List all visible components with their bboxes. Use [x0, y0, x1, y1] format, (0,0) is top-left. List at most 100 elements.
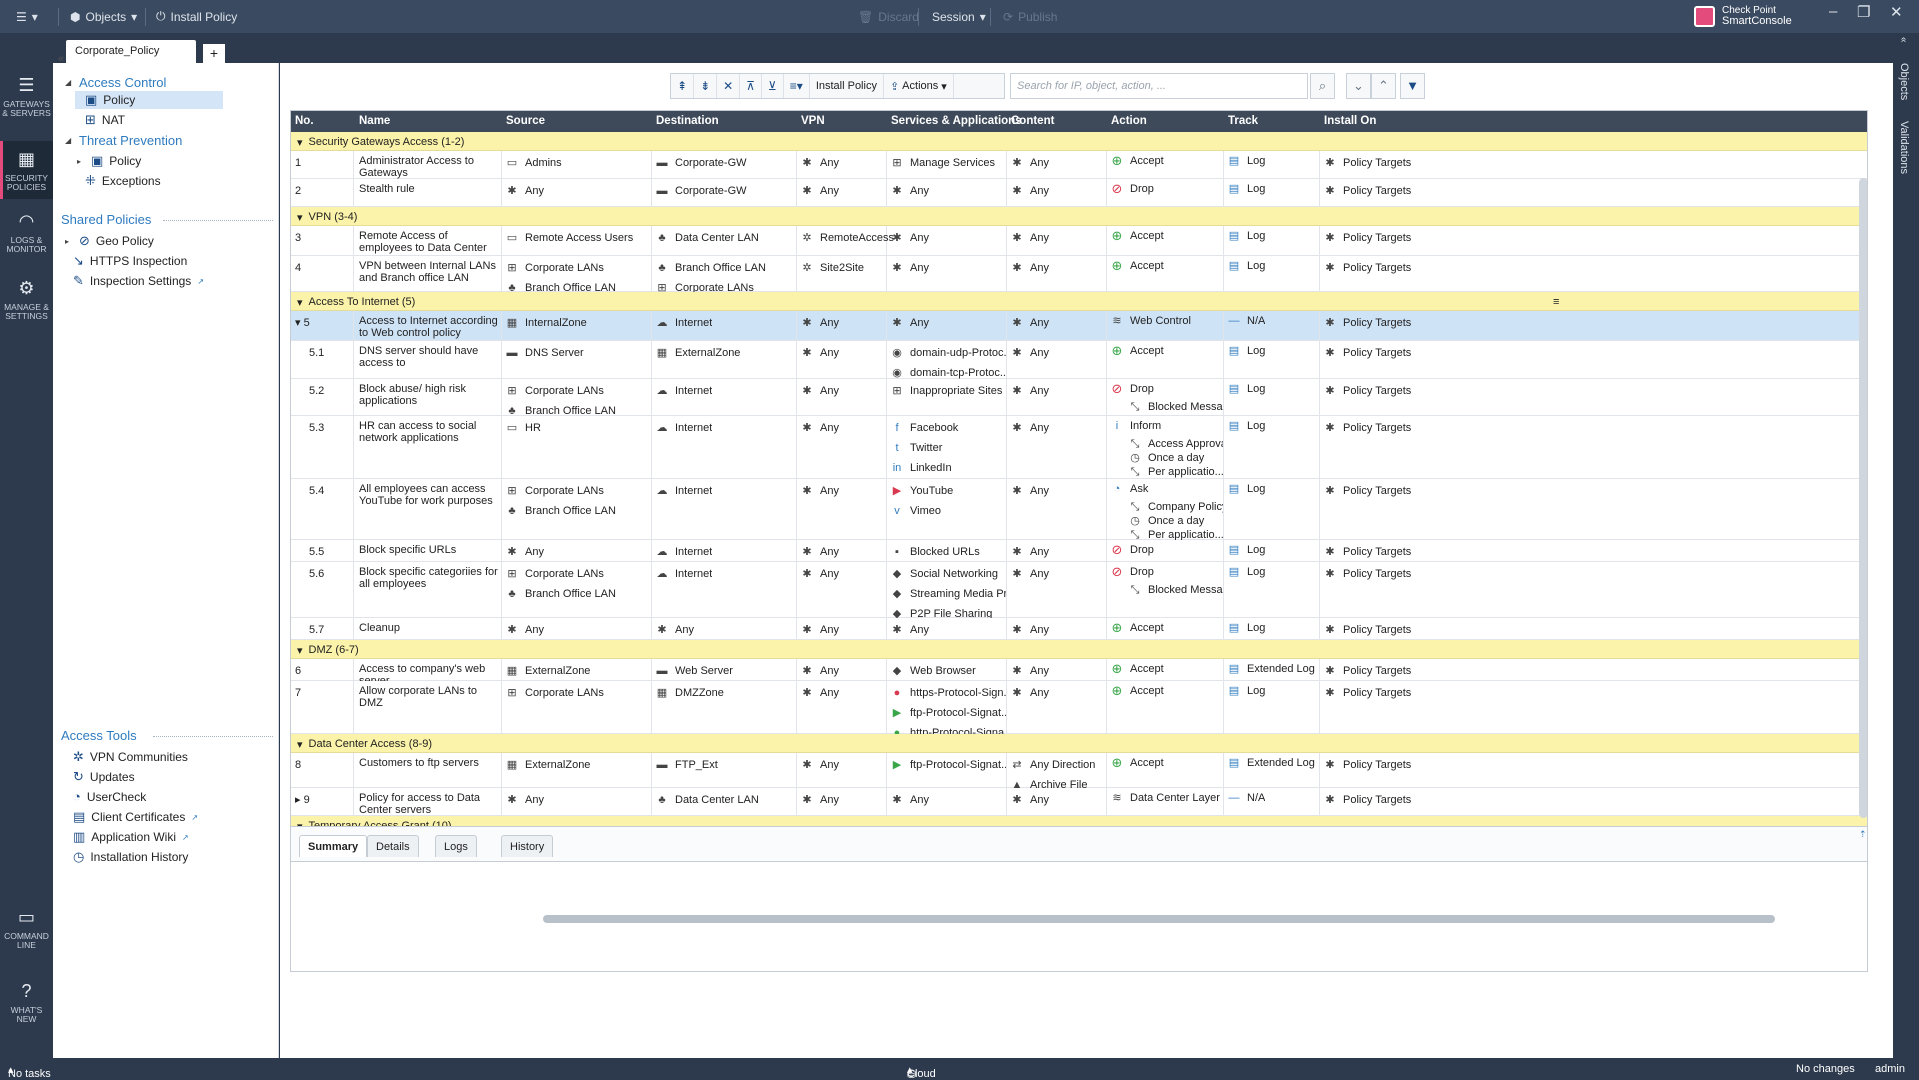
collapse-triangle-icon[interactable]: ▾: [297, 739, 303, 751]
collapse-panel-icon[interactable]: «: [1898, 37, 1909, 43]
rule-services[interactable]: ✱ Any: [891, 185, 1006, 205]
rule-destination[interactable]: ▬ Web Server: [656, 665, 733, 685]
rule-action[interactable]: ≋ Web Control: [1111, 315, 1223, 333]
tree-usercheck[interactable]: ◔ UserCheck: [73, 789, 147, 804]
rule-destination[interactable]: ☁ Internet: [656, 317, 713, 337]
col-destination[interactable]: Destination: [656, 115, 719, 127]
table-row[interactable]: 5.4 All employees can access YouTube for …: [291, 479, 1867, 543]
rule-install-on[interactable]: ✱ Policy Targets: [1324, 624, 1411, 644]
rule-install-on[interactable]: ✱ Policy Targets: [1324, 262, 1411, 282]
table-row[interactable]: ▸ 9 Policy for access to Data Center serv…: [291, 788, 1867, 816]
collapse-triangle-icon[interactable]: ▾: [297, 297, 303, 309]
rule-services[interactable]: f Facebook t Twitter in LinkedIn: [891, 422, 1006, 482]
rule-content[interactable]: ✱ Any: [1011, 262, 1049, 282]
rule-content[interactable]: ✱ Any: [1011, 422, 1049, 442]
collapse-triangle-icon[interactable]: ▾: [297, 212, 303, 224]
nav-security-policies[interactable]: ▦ SECURITY POLICIES: [0, 141, 53, 199]
rule-destination[interactable]: ☁ Internet: [656, 546, 713, 566]
rule-action[interactable]: ◔ Ask ⤡ Company Policy ◷ Once a day ⤡ Per appli…: [1111, 483, 1223, 543]
table-row[interactable]: ▾ 5 Access to Internet according to Web c…: [291, 311, 1867, 341]
rule-content[interactable]: ✱ Any: [1011, 385, 1049, 405]
tab-history[interactable]: History: [501, 835, 554, 857]
rule-name[interactable]: Allow corporate LANs to DMZ: [359, 685, 477, 709]
table-row[interactable]: 2 Stealth rule ✱ Any ▬ Corporate-GW ✱ Any ✱ Any ✱ A…: [291, 179, 1867, 207]
rule-name[interactable]: Customers to ftp servers: [359, 757, 479, 769]
rule-source[interactable]: ✱ Any: [506, 624, 544, 644]
vertical-scrollbar[interactable]: [1859, 178, 1867, 818]
section-header[interactable]: ▾ Security Gateways Access (1-2): [291, 132, 1867, 151]
rule-destination[interactable]: ▦ DMZZone: [656, 687, 724, 707]
table-row[interactable]: 5.3 HR can access to social network appli…: [291, 416, 1867, 482]
rule-install-on[interactable]: ✱ Policy Targets: [1324, 794, 1411, 814]
rule-source[interactable]: ⊞ Corporate LANs ♣ Branch Office LAN: [506, 385, 616, 425]
rule-track[interactable]: ▤ Log: [1228, 622, 1266, 642]
rule-content[interactable]: ✱ Any: [1011, 347, 1049, 367]
tree-updates[interactable]: ↻ Updates: [73, 769, 135, 784]
previous-match-icon[interactable]: ⌃: [1371, 73, 1396, 99]
nav-whats-new[interactable]: ? WHAT'S NEW: [0, 981, 53, 1031]
table-row[interactable]: 5.5 Block specific URLs ✱ Any ☁ Internet ✱ Any ▪…: [291, 540, 1867, 562]
rule-destination[interactable]: ♣ Data Center LAN: [656, 794, 758, 814]
rule-vpn[interactable]: ✱ Any: [801, 385, 839, 405]
rule-content[interactable]: ✱ Any: [1011, 687, 1049, 707]
rule-name[interactable]: Block specific categoriies for all emplo…: [359, 566, 498, 590]
collapse-sections-icon[interactable]: ⊼: [740, 74, 762, 98]
rule-name[interactable]: Cleanup: [359, 622, 400, 634]
nav-logs-monitor[interactable]: ◠ LOGS & MONITOR: [0, 211, 53, 267]
tab-details[interactable]: Details: [367, 835, 419, 857]
rule-services[interactable]: ⊞ Inappropriate Sites: [891, 385, 1006, 405]
section-menu-icon[interactable]: ≡: [1553, 296, 1560, 308]
col-no[interactable]: No.: [295, 115, 314, 127]
collapse-sidebar-icon[interactable]: «: [58, 53, 65, 65]
rule-install-on[interactable]: ✱ Policy Targets: [1324, 185, 1411, 205]
rule-track[interactable]: ▤ Log: [1228, 483, 1266, 503]
tree-https-inspection[interactable]: ↘ HTTPS Inspection: [73, 253, 188, 268]
rule-track[interactable]: ▤ Log: [1228, 260, 1266, 280]
rule-track[interactable]: ▤ Log: [1228, 183, 1266, 203]
rule-services[interactable]: ◉ domain-udp-Protoc... ◉ domain-tcp-Protoc.…: [891, 347, 1006, 387]
tree-access-policy[interactable]: ▣ Policy: [75, 91, 223, 109]
discard-button[interactable]: 🗑 Discard: [858, 9, 919, 24]
rule-vpn[interactable]: ✱ Any: [801, 347, 839, 367]
tree-threat-policy[interactable]: ▸ ▣ Policy: [77, 153, 142, 168]
rule-vpn[interactable]: ✱ Any: [801, 624, 839, 644]
rule-track[interactable]: ▤ Extended Log: [1228, 663, 1315, 683]
rule-source[interactable]: ▭ HR: [506, 422, 541, 442]
rule-install-on[interactable]: ✱ Policy Targets: [1324, 232, 1411, 252]
rule-destination[interactable]: ☁ Internet: [656, 568, 713, 588]
search-icon[interactable]: ⌕: [1310, 73, 1335, 99]
rule-content[interactable]: ✱ Any: [1011, 546, 1049, 566]
rule-source[interactable]: ⊞ Corporate LANs: [506, 687, 603, 707]
section-header[interactable]: ▾ VPN (3-4): [291, 207, 1867, 226]
rule-action[interactable]: ⊕ Accept: [1111, 155, 1223, 173]
col-track[interactable]: Track: [1228, 115, 1259, 127]
rule-action[interactable]: ⊕ Accept: [1111, 757, 1223, 775]
section-header[interactable]: ▾ Access To Internet (5) ≡: [291, 292, 1867, 311]
rule-track[interactable]: ▤ Log: [1228, 566, 1266, 586]
rule-services[interactable]: ◆ Social Networking ◆ Streaming Media Pr...…: [891, 568, 1006, 628]
col-action[interactable]: Action: [1111, 115, 1147, 127]
rule-services[interactable]: ◆ Web Browser: [891, 665, 1006, 685]
rule-install-on[interactable]: ✱ Policy Targets: [1324, 568, 1411, 588]
rule-destination[interactable]: ▬ Corporate-GW: [656, 157, 747, 177]
rule-name[interactable]: Administrator Access to Gateways: [359, 155, 474, 179]
expand-rule-icon[interactable]: ▾: [295, 317, 304, 329]
section-header[interactable]: ▾ Data Center Access (8-9): [291, 734, 1867, 753]
rule-vpn[interactable]: ✱ Any: [801, 422, 839, 442]
rule-content[interactable]: ✱ Any: [1011, 317, 1049, 337]
rule-install-on[interactable]: ✱ Policy Targets: [1324, 347, 1411, 367]
rule-install-on[interactable]: ✱ Policy Targets: [1324, 422, 1411, 442]
install-policy-button[interactable]: ⏻ Install Policy: [156, 9, 238, 24]
section-header[interactable]: ▾ DMZ (6-7): [291, 640, 1867, 659]
tab-logs[interactable]: Logs: [435, 835, 477, 857]
rule-install-on[interactable]: ✱ Policy Targets: [1324, 759, 1411, 779]
rule-action[interactable]: ⊕ Accept: [1111, 663, 1223, 681]
rule-services[interactable]: ✱ Any: [891, 317, 1006, 337]
rule-source[interactable]: ⊞ Corporate LANs ♣ Branch Office LAN: [506, 485, 616, 525]
collapse-triangle-icon[interactable]: ▾: [297, 645, 303, 657]
rule-source[interactable]: ✱ Any: [506, 546, 544, 566]
rule-destination[interactable]: ☁ Internet: [656, 422, 713, 442]
rule-source[interactable]: ✱ Any: [506, 185, 544, 205]
nav-manage-settings[interactable]: ⚙ MANAGE & SETTINGS: [0, 278, 53, 334]
